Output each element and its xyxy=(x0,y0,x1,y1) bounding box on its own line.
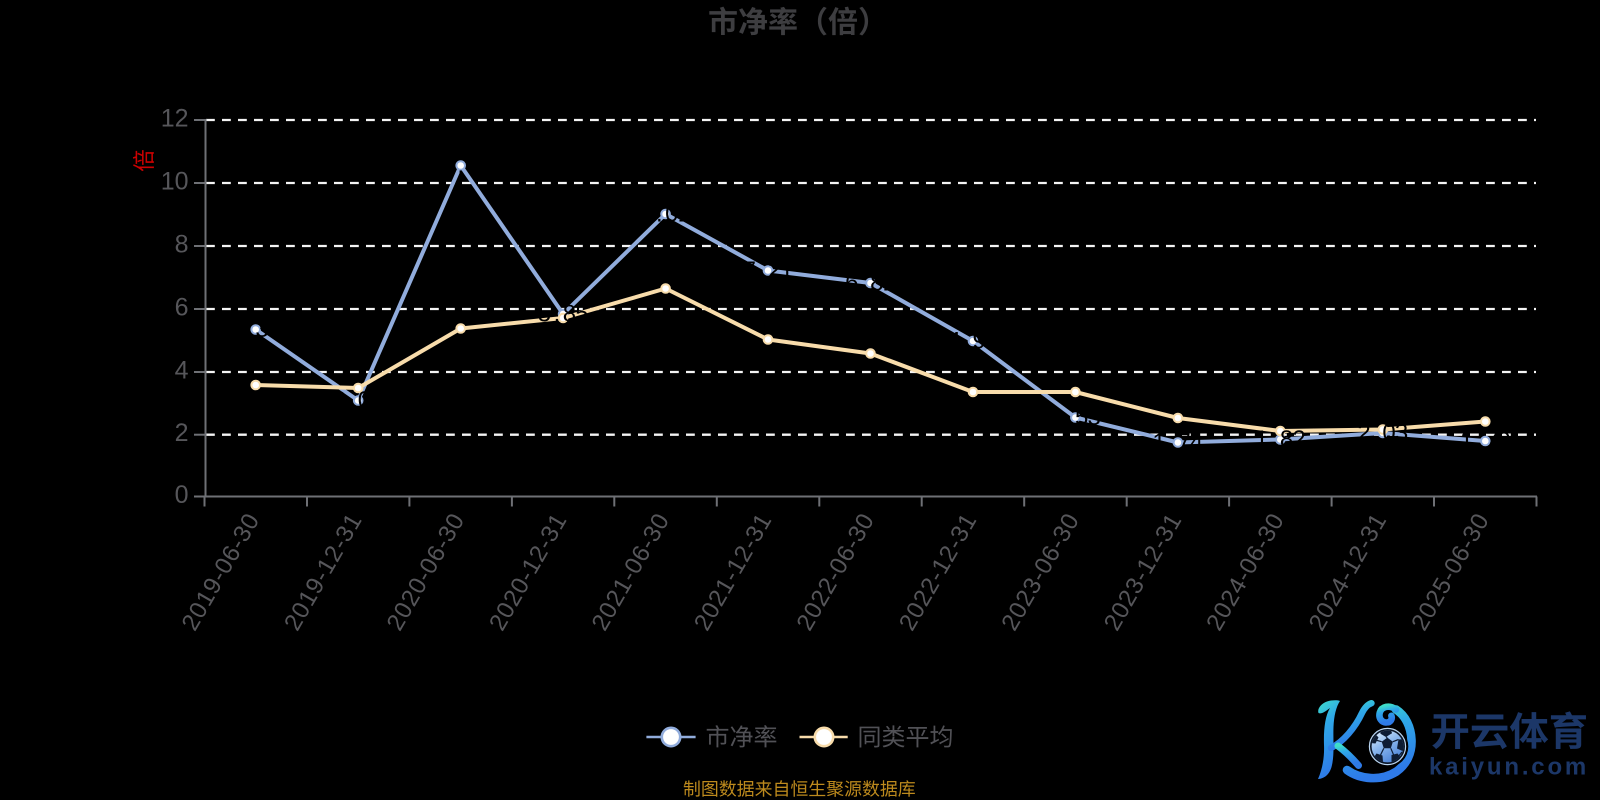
svg-text:3: 3 xyxy=(1395,420,1408,447)
svg-text:4: 4 xyxy=(175,357,189,385)
svg-text:2: 2 xyxy=(1357,420,1370,447)
svg-text:7: 7 xyxy=(743,257,756,284)
svg-text:.: . xyxy=(656,201,663,228)
svg-text:9: 9 xyxy=(640,201,653,228)
svg-text:.: . xyxy=(1476,428,1483,455)
svg-text:.: . xyxy=(963,328,970,355)
svg-text:1: 1 xyxy=(1255,426,1268,453)
svg-text:4: 4 xyxy=(948,328,961,355)
svg-text:0: 0 xyxy=(358,387,371,414)
svg-text:7: 7 xyxy=(985,328,998,355)
svg-text:.: . xyxy=(861,270,868,297)
svg-text:0: 0 xyxy=(665,201,678,228)
svg-text:2: 2 xyxy=(1050,404,1063,431)
svg-text:7: 7 xyxy=(1485,428,1498,455)
svg-text:1: 1 xyxy=(429,152,442,179)
svg-text:1: 1 xyxy=(883,270,896,297)
svg-text:.: . xyxy=(1168,429,1175,456)
svg-text:8: 8 xyxy=(175,231,189,259)
svg-text:9: 9 xyxy=(1497,428,1510,455)
svg-text:9: 9 xyxy=(973,328,986,355)
svg-text:.: . xyxy=(1271,426,1278,453)
svg-text:.: . xyxy=(1066,404,1073,431)
svg-text:3: 3 xyxy=(333,387,346,414)
svg-text:0: 0 xyxy=(442,152,455,179)
svg-text:7: 7 xyxy=(1177,429,1190,456)
svg-text:2: 2 xyxy=(768,257,781,284)
svg-text:6: 6 xyxy=(175,294,189,322)
svg-text:1: 1 xyxy=(1460,428,1473,455)
svg-text:5: 5 xyxy=(230,316,243,343)
svg-text:.: . xyxy=(758,257,765,284)
svg-text:3: 3 xyxy=(255,316,268,343)
svg-text:4: 4 xyxy=(268,316,281,343)
svg-text:5: 5 xyxy=(479,152,492,179)
svg-text:6: 6 xyxy=(845,270,858,297)
svg-text:.: . xyxy=(457,152,464,179)
svg-text:1: 1 xyxy=(780,257,793,284)
svg-text:3: 3 xyxy=(1088,404,1101,431)
svg-text:5: 5 xyxy=(1075,404,1088,431)
svg-text:10: 10 xyxy=(161,168,189,196)
svg-text:2: 2 xyxy=(1292,426,1305,453)
svg-text:8: 8 xyxy=(1280,426,1293,453)
svg-text:0: 0 xyxy=(175,481,189,509)
svg-text:5: 5 xyxy=(575,301,588,328)
svg-text:4: 4 xyxy=(1190,429,1203,456)
svg-text:8: 8 xyxy=(870,270,883,297)
svg-text:7: 7 xyxy=(370,387,383,414)
svg-text:8: 8 xyxy=(563,301,576,328)
svg-text:5: 5 xyxy=(538,301,551,328)
svg-text:1: 1 xyxy=(1152,429,1165,456)
svg-text:.: . xyxy=(349,387,356,414)
svg-text:1: 1 xyxy=(678,201,691,228)
svg-text:0: 0 xyxy=(1382,420,1395,447)
svg-text:5: 5 xyxy=(467,152,480,179)
svg-text:.: . xyxy=(246,316,253,343)
svg-text:12: 12 xyxy=(161,105,189,133)
svg-text:2: 2 xyxy=(175,419,189,447)
svg-text:kaiyun.com: kaiyun.com xyxy=(1429,754,1589,781)
svg-text:.: . xyxy=(1373,420,1380,447)
svg-text:.: . xyxy=(554,301,561,328)
